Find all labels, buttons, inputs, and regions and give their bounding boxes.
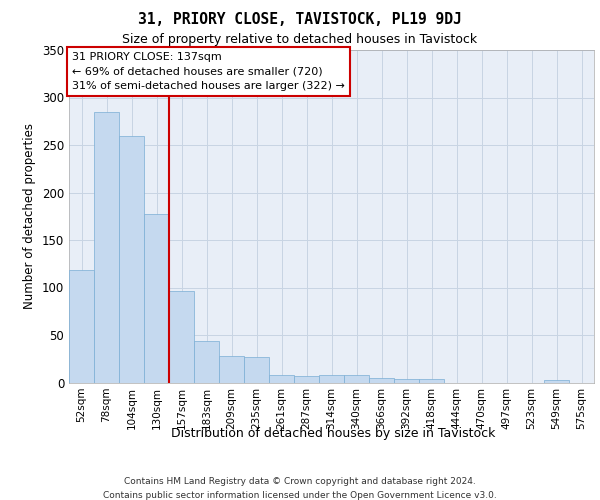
- Bar: [169, 292, 194, 382]
- Bar: [94, 112, 119, 382]
- Bar: [344, 375, 369, 382]
- Text: Contains HM Land Registry data © Crown copyright and database right 2024.: Contains HM Land Registry data © Crown c…: [124, 478, 476, 486]
- Text: Distribution of detached houses by size in Tavistock: Distribution of detached houses by size …: [171, 428, 495, 440]
- Bar: [269, 375, 294, 382]
- Text: 31, PRIORY CLOSE, TAVISTOCK, PL19 9DJ: 31, PRIORY CLOSE, TAVISTOCK, PL19 9DJ: [138, 12, 462, 28]
- Text: 31 PRIORY CLOSE: 137sqm
← 69% of detached houses are smaller (720)
31% of semi-d: 31 PRIORY CLOSE: 137sqm ← 69% of detache…: [71, 52, 344, 92]
- Bar: [69, 270, 94, 382]
- Bar: [244, 357, 269, 382]
- Text: Size of property relative to detached houses in Tavistock: Size of property relative to detached ho…: [122, 32, 478, 46]
- Bar: [394, 378, 419, 382]
- Bar: [544, 380, 569, 382]
- Bar: [194, 340, 219, 382]
- Bar: [119, 136, 144, 382]
- Text: Contains public sector information licensed under the Open Government Licence v3: Contains public sector information licen…: [103, 491, 497, 500]
- Bar: [369, 378, 394, 382]
- Bar: [144, 214, 169, 382]
- Bar: [294, 376, 319, 382]
- Bar: [219, 356, 244, 382]
- Bar: [419, 378, 444, 382]
- Bar: [319, 375, 344, 382]
- Y-axis label: Number of detached properties: Number of detached properties: [23, 123, 37, 309]
